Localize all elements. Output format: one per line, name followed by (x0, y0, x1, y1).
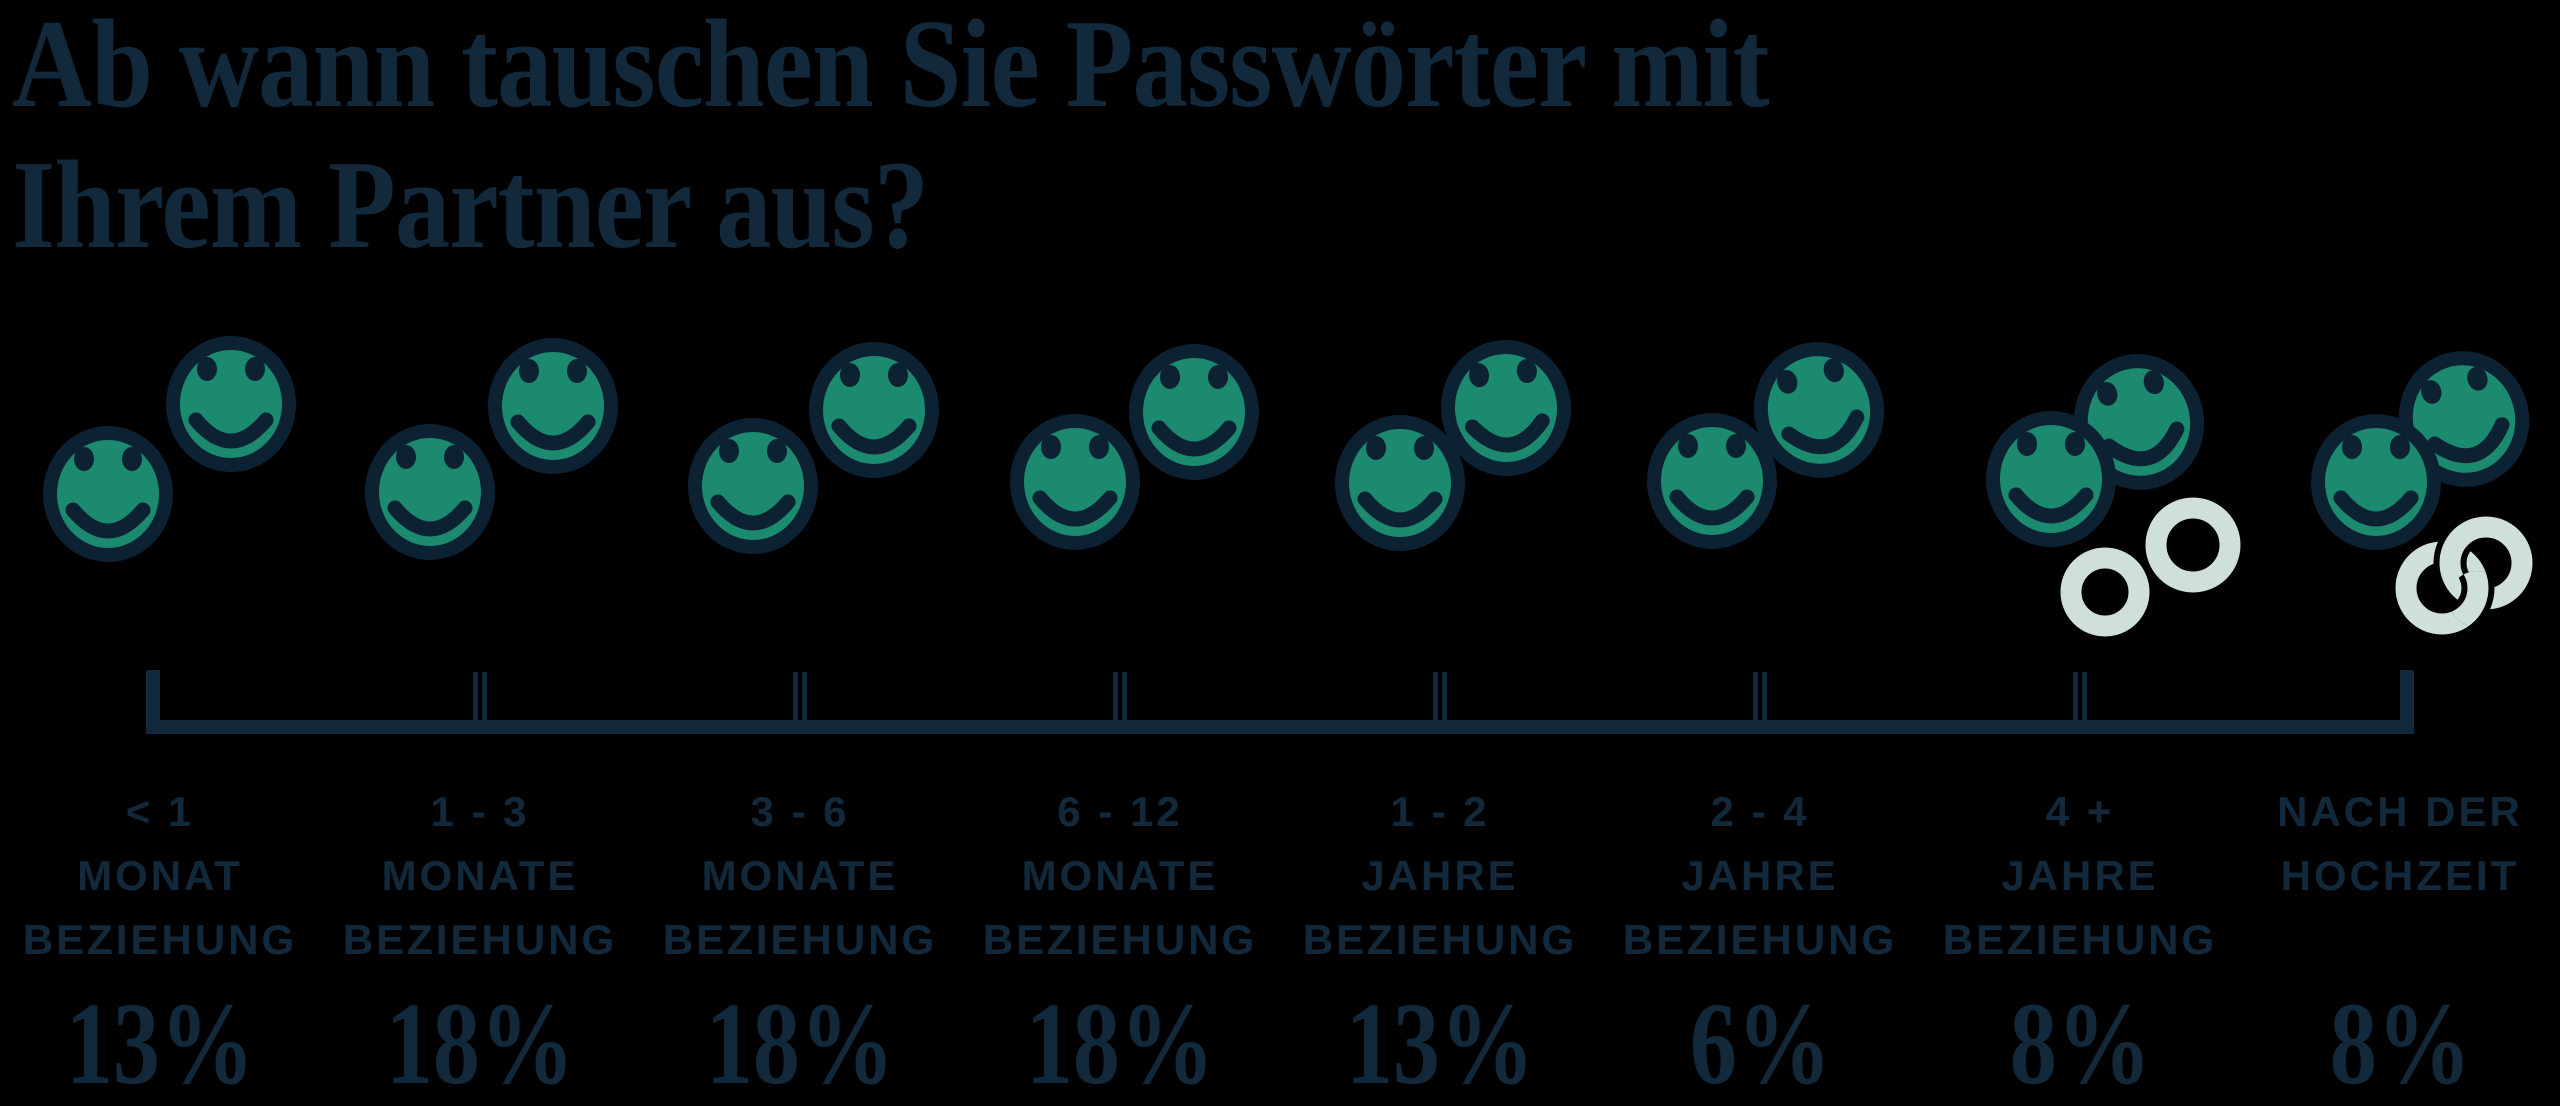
partner-smiley-right-icon (1136, 351, 1252, 473)
smiley-pair-6 (1654, 337, 1890, 542)
partner-smiley-left-icon (372, 431, 488, 553)
category-value-8: 8% (2329, 978, 2471, 1106)
category-label-5: 1 - 2 JAHRE BEZIEHUNG (1302, 788, 1578, 963)
timeline-tick (2073, 672, 2087, 734)
partner-smiley-right-icon (173, 343, 289, 465)
partner-smiley-left-icon (1017, 421, 1133, 543)
category-label-8: NACH DER HOCHZEIT (2277, 788, 2523, 899)
category-label-6: 2 - 4 JAHRE BEZIEHUNG (1622, 788, 1898, 963)
partner-smiley-left-icon (1342, 422, 1458, 544)
timeline-bar (146, 720, 2414, 734)
rings-interlocked-icon (2395, 510, 2539, 635)
category-value-6: 6% (1689, 978, 1831, 1106)
title-line-2: Ihrem Partner aus? (12, 136, 929, 276)
rings-separate-icon (2060, 497, 2241, 637)
category-values-row: 13% 18% 18% 18% 13% 6% 8% 8% (0, 978, 2560, 1106)
smiley-pair-3 (695, 349, 932, 547)
partner-smiley-left-icon (1654, 420, 1770, 542)
smiley-pair-2 (372, 345, 611, 553)
timeline-right-cap (2400, 670, 2414, 734)
partner-smiley-left-icon (2318, 421, 2434, 543)
timeline-tick (1113, 672, 1127, 734)
partner-smiley-right-icon (495, 345, 611, 467)
category-value-2: 18% (385, 978, 575, 1106)
timeline-tick (1433, 672, 1447, 734)
category-label-3: 3 - 6 MONATE BEZIEHUNG (662, 788, 938, 963)
smiley-pair-8 (2318, 344, 2537, 543)
smiley-pair-4 (1017, 351, 1252, 543)
partner-smiley-left-icon (695, 425, 811, 547)
timeline-tick (793, 672, 807, 734)
category-label-7: 4 + JAHRE BEZIEHUNG (1942, 788, 2218, 963)
category-value-3: 18% (705, 978, 895, 1106)
category-label-4: 6 - 12 MONATE BEZIEHUNG (982, 788, 1258, 963)
partner-smiley-right-icon (1443, 342, 1569, 474)
category-value-4: 18% (1025, 978, 1215, 1106)
title-line-1: Ab wann tauschen Sie Passwörter mit (12, 0, 1770, 134)
category-value-7: 8% (2009, 978, 2151, 1106)
timeline-left-cap (146, 670, 160, 734)
partner-smiley-right-icon (816, 349, 932, 471)
partner-smiley-left-icon (1993, 418, 2109, 540)
smiley-pair-1 (50, 343, 289, 555)
category-label-1: < 1 MONAT BEZIEHUNG (22, 788, 298, 963)
category-value-1: 13% (65, 978, 255, 1106)
partner-smiley-left-icon (50, 433, 166, 555)
category-labels-row: < 1 MONAT BEZIEHUNG 1 - 3 MONATE BEZIEHUNG 3… (0, 780, 2560, 972)
smiley-pair-5 (1342, 342, 1569, 544)
category-value-5: 13% (1345, 978, 1535, 1106)
category-label-2: 1 - 3 MONATE BEZIEHUNG (342, 788, 618, 963)
timeline-tick (1753, 672, 1767, 734)
page-title: Ab wann tauschen Sie Passwörter mit Ihrem… (12, 0, 1770, 276)
timeline-axis (146, 670, 2414, 734)
timeline-tick (473, 672, 487, 734)
